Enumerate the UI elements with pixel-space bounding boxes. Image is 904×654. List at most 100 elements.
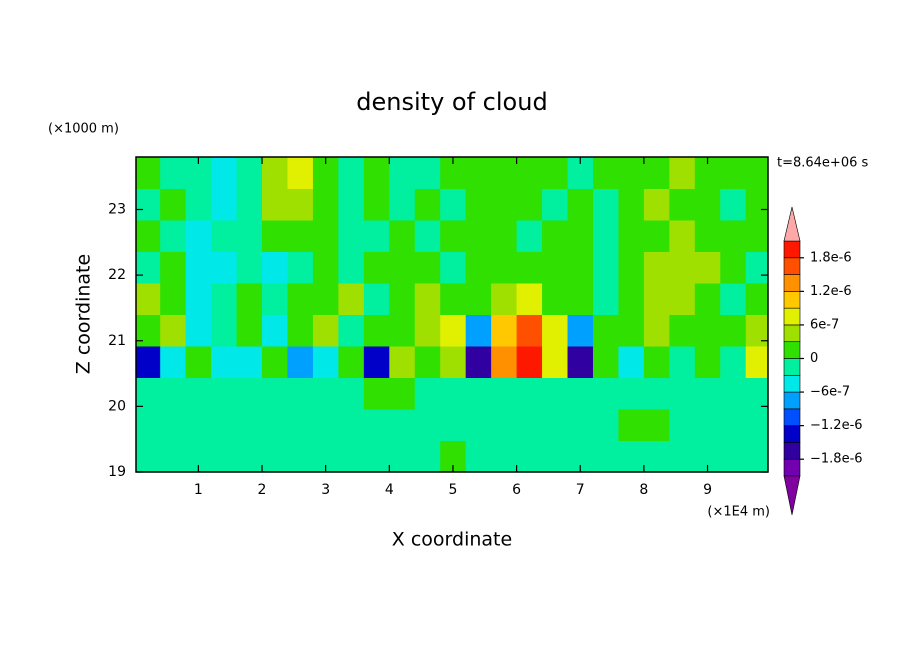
- colorbar-band: [783, 408, 801, 426]
- cell: [694, 314, 721, 347]
- cell: [618, 377, 645, 410]
- x-tick-label: 2: [258, 482, 267, 498]
- cell: [592, 188, 619, 221]
- cell: [491, 220, 518, 252]
- y-tick-label: 22: [108, 267, 126, 283]
- field: [136, 157, 769, 473]
- cell: [618, 314, 645, 347]
- cell: [465, 157, 492, 189]
- cell: [542, 220, 569, 252]
- cell: [136, 440, 161, 473]
- cell: [136, 157, 161, 189]
- cell: [160, 283, 187, 315]
- cell: [643, 220, 670, 252]
- cell: [262, 251, 288, 284]
- cell: [542, 157, 569, 189]
- cell: [643, 157, 670, 189]
- cell: [592, 346, 619, 378]
- cell: [338, 251, 365, 284]
- cell: [465, 188, 492, 221]
- cell: [211, 220, 238, 252]
- cell: [567, 377, 594, 410]
- cell: [389, 314, 416, 347]
- cell: [312, 377, 339, 410]
- cell: [338, 314, 365, 347]
- cell: [287, 346, 314, 378]
- y-tick-label: 21: [108, 333, 126, 349]
- cell: [312, 251, 339, 284]
- cell: [567, 220, 594, 252]
- cell: [720, 188, 747, 221]
- cell: [136, 346, 161, 378]
- colorbar-band: [783, 442, 801, 460]
- cell: [542, 409, 569, 441]
- cell: [694, 283, 721, 315]
- cell: [363, 220, 390, 252]
- colorbar-over: [783, 206, 801, 242]
- cell: [694, 346, 721, 378]
- colorbar-band: [783, 307, 801, 326]
- colorbar-under: [783, 475, 801, 516]
- y-axis-label: Z coordinate: [73, 254, 95, 374]
- cell: [745, 157, 769, 189]
- cell: [136, 251, 161, 284]
- cell: [287, 251, 314, 284]
- cell: [440, 377, 467, 410]
- cell: [491, 377, 518, 410]
- cell: [745, 283, 769, 315]
- cell: [516, 377, 543, 410]
- cell: [592, 314, 619, 347]
- cell: [643, 251, 670, 284]
- colorbar-band: [783, 458, 801, 477]
- cell: [414, 188, 441, 221]
- cell: [720, 157, 747, 189]
- cell: [618, 283, 645, 315]
- cell: [491, 440, 518, 473]
- cell: [643, 314, 670, 347]
- cell: [185, 188, 212, 221]
- cell: [338, 377, 365, 410]
- y-tick-label: 19: [108, 464, 126, 480]
- cell: [516, 157, 543, 189]
- cell: [389, 251, 416, 284]
- cell: [160, 377, 187, 410]
- cell: [465, 251, 492, 284]
- cell: [185, 220, 212, 252]
- cell: [363, 314, 390, 347]
- cell: [618, 346, 645, 378]
- colorbar-tick-label: 1.2e-6: [810, 284, 852, 299]
- cell: [312, 346, 339, 378]
- cell: [465, 440, 492, 473]
- cell: [287, 283, 314, 315]
- cell: [567, 409, 594, 441]
- cell: [567, 314, 594, 347]
- cell: [720, 220, 747, 252]
- x-axis-label: X coordinate: [392, 529, 512, 551]
- cell: [618, 440, 645, 473]
- cell: [136, 377, 161, 410]
- cell: [236, 409, 263, 441]
- cell: [694, 220, 721, 252]
- cell: [262, 220, 288, 252]
- cell: [287, 440, 314, 473]
- cell: [338, 157, 365, 189]
- cell: [160, 220, 187, 252]
- cell: [236, 220, 263, 252]
- plot-frame: [135, 156, 769, 473]
- cell: [592, 440, 619, 473]
- cell: [643, 346, 670, 378]
- colorbar-band: [783, 240, 801, 259]
- cell: [643, 440, 670, 473]
- cell: [211, 188, 238, 221]
- cell: [516, 440, 543, 473]
- cell: [516, 188, 543, 221]
- cell: [720, 409, 747, 441]
- cell: [185, 283, 212, 315]
- cell: [236, 346, 263, 378]
- cell: [516, 346, 543, 378]
- cell: [211, 314, 238, 347]
- cell: [516, 409, 543, 441]
- colorbar-tick-label: 0: [810, 351, 818, 366]
- cell: [440, 283, 467, 315]
- cell: [491, 283, 518, 315]
